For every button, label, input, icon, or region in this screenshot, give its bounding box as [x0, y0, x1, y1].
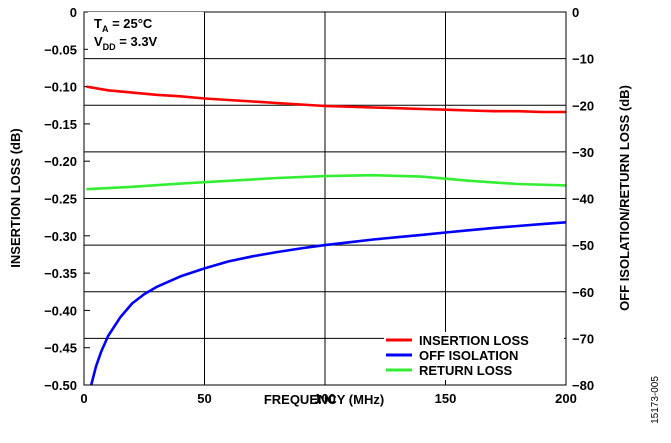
y-right-tick-label: −70 [572, 331, 594, 346]
y-right-tick-label: −50 [572, 238, 594, 253]
y-right-tick-label: −60 [572, 285, 594, 300]
legend-label-off-isolation: OFF ISOLATION [419, 348, 518, 363]
y-left-tick-label: −0.30 [44, 229, 77, 244]
legend-label-insertion-loss: INSERTION LOSS [419, 333, 529, 348]
y-left-tick-label: −0.40 [44, 303, 77, 318]
x-tick-label: 150 [435, 391, 457, 406]
y-right-tick-label: −30 [572, 145, 594, 160]
y-left-tick-label: −0.45 [44, 341, 77, 356]
x-tick-label: 200 [555, 391, 577, 406]
y-right-tick-label: 0 [572, 5, 579, 20]
x-tick-label: 50 [197, 391, 211, 406]
x-axis-label: FREQUENCY (MHz) [264, 392, 384, 407]
y-axis-left-label: INSERTION LOSS (dB) [8, 128, 23, 267]
legend-label-return-loss: RETURN LOSS [419, 363, 513, 378]
y-left-tick-label: −0.15 [44, 117, 77, 132]
conditions-box: TA = 25°C VDD = 3.3V [88, 12, 204, 52]
y-left-tick-label: −0.35 [44, 266, 77, 281]
y-axis-right-label: OFF ISOLATION/RETURN LOSS (dB) [617, 85, 632, 311]
y-right-tick-label: −40 [572, 192, 594, 207]
y-left-tick-label: −0.25 [44, 192, 77, 207]
y-right-tick-label: −80 [572, 378, 594, 393]
y-right-tick-label: −10 [572, 52, 594, 67]
y-left-tick-label: −0.10 [44, 80, 77, 95]
figure-id: 15173-005 [650, 376, 661, 424]
y-left-tick-label: −0.50 [44, 378, 77, 393]
x-tick-label: 0 [80, 391, 87, 406]
grid-lines [84, 12, 566, 385]
y-right-tick-label: −20 [572, 98, 594, 113]
series-line-return-loss [86, 175, 566, 189]
y-left-tick-label: 0 [70, 5, 77, 20]
series-line-insertion-loss [86, 87, 566, 112]
y-left-tick-label: −0.20 [44, 154, 77, 169]
legend: INSERTION LOSS OFF ISOLATION RETURN LOSS [384, 332, 564, 380]
y-left-tick-label: −0.05 [44, 42, 77, 57]
